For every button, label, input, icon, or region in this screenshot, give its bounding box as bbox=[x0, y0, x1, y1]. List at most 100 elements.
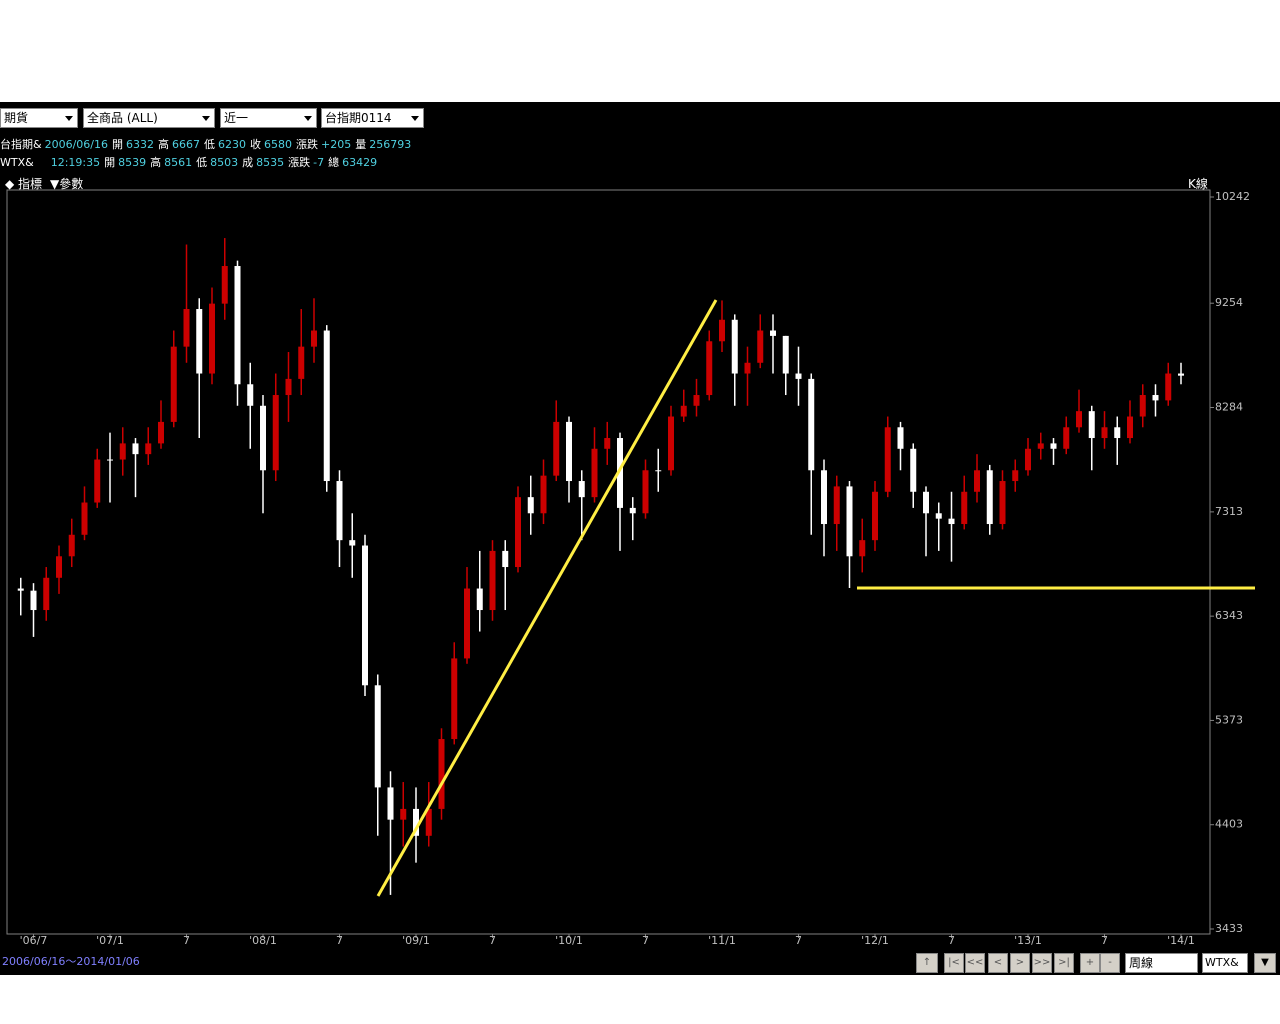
candle-body bbox=[1127, 416, 1133, 439]
dropdown-button[interactable]: ▼ bbox=[1254, 953, 1276, 973]
candle-body bbox=[502, 550, 509, 568]
candle-body bbox=[872, 491, 878, 541]
params-button[interactable]: ▼參數 bbox=[50, 177, 84, 191]
x-tick-label: '09/1 bbox=[402, 934, 430, 947]
candle-body bbox=[158, 421, 164, 444]
y-tick-label: 5373 bbox=[1215, 713, 1243, 726]
candle-body bbox=[94, 459, 101, 503]
nav-button[interactable]: > bbox=[1010, 953, 1030, 973]
quote-value: 6332 bbox=[125, 138, 154, 151]
candle-body bbox=[387, 787, 394, 820]
candle-body bbox=[170, 346, 177, 422]
candle-body bbox=[68, 534, 75, 557]
candle-body bbox=[476, 588, 483, 611]
candle-body bbox=[668, 416, 674, 471]
quote-label: 開 bbox=[104, 156, 116, 169]
indicator-label: 指標 bbox=[18, 177, 43, 191]
candle-body bbox=[986, 470, 993, 525]
candle-body bbox=[655, 470, 662, 472]
candle-body bbox=[770, 330, 776, 336]
y-tick-label: 9254 bbox=[1215, 296, 1243, 309]
nav-button[interactable]: < bbox=[988, 953, 1008, 973]
candle-body bbox=[604, 438, 611, 449]
quote-value: 6580 bbox=[263, 138, 292, 151]
candle-body bbox=[1101, 427, 1108, 439]
y-tick-label: 7313 bbox=[1215, 505, 1243, 518]
candle-body bbox=[311, 330, 317, 347]
candle-body bbox=[30, 590, 37, 611]
candle-body bbox=[132, 443, 139, 455]
candle-body bbox=[145, 443, 152, 455]
product-select[interactable]: 全商品 (ALL) bbox=[83, 108, 215, 128]
candle-body bbox=[629, 507, 636, 514]
candle-body bbox=[336, 481, 343, 541]
candle-body bbox=[859, 540, 866, 557]
nav-button[interactable]: - bbox=[1100, 953, 1120, 973]
candle-body bbox=[209, 303, 215, 374]
candle-body bbox=[81, 502, 88, 535]
candle-body bbox=[935, 513, 942, 519]
y-tick-label: 4403 bbox=[1215, 818, 1243, 831]
x-tick-label: '13/1 bbox=[1014, 934, 1042, 947]
candle-body bbox=[642, 470, 649, 514]
candle-body bbox=[795, 373, 802, 379]
quote-label: 低 bbox=[203, 138, 215, 151]
candle-body bbox=[731, 319, 738, 374]
x-tick-label: 7 bbox=[795, 934, 802, 947]
nav-button[interactable]: >| bbox=[1054, 953, 1074, 973]
x-tick-label: '06/7 bbox=[20, 934, 48, 947]
candle-body bbox=[591, 448, 598, 498]
plot-frame bbox=[6, 189, 1211, 935]
candle-body bbox=[1076, 411, 1082, 428]
x-tick-label: 7 bbox=[948, 934, 955, 947]
candle-body bbox=[974, 470, 980, 492]
quote-value: -7 bbox=[313, 156, 325, 169]
nav-button[interactable]: + bbox=[1080, 953, 1100, 973]
quote-label: 總 bbox=[328, 156, 340, 169]
market-select[interactable]: 期貨 bbox=[0, 108, 78, 128]
y-tick-label: 10242 bbox=[1215, 190, 1250, 203]
candle-body bbox=[56, 556, 62, 578]
symbol-input[interactable]: WTX& bbox=[1202, 953, 1248, 973]
candle-body bbox=[349, 540, 356, 546]
candle-body bbox=[119, 443, 126, 460]
period-select[interactable]: 周線 bbox=[1125, 953, 1198, 973]
quote-row: 台指期& 2006/06/16 開 6332 高 6667 低 6230 收 6580 漲跌 +205… bbox=[0, 136, 415, 152]
candle-body bbox=[910, 448, 917, 492]
candle-body bbox=[948, 518, 955, 525]
candle-body bbox=[757, 330, 764, 363]
candle-body bbox=[808, 378, 815, 471]
candle-body bbox=[1114, 427, 1121, 439]
nav-button[interactable]: >> bbox=[1032, 953, 1052, 973]
candle-body bbox=[540, 475, 547, 514]
quote-label: 開 bbox=[111, 138, 123, 151]
quote-value: 8503 bbox=[210, 156, 239, 169]
x-tick-label: '08/1 bbox=[249, 934, 277, 947]
candle-body bbox=[719, 319, 725, 342]
symbol-select[interactable]: 台指期0114 bbox=[321, 108, 424, 128]
quote-value: 6230 bbox=[217, 138, 246, 151]
quote-row: WTX& 12:19:35 開 8539 高 8561 低 8503 成 8535 漲跌 -7 總 634… bbox=[0, 154, 381, 170]
indicator-button[interactable]: ◆ 指標 bbox=[5, 177, 43, 191]
candle-body bbox=[298, 346, 305, 379]
candle-body bbox=[782, 335, 789, 374]
candle-body bbox=[1063, 427, 1070, 449]
nav-button[interactable]: << bbox=[965, 953, 985, 973]
quote-value: 8539 bbox=[118, 156, 147, 169]
candle-body bbox=[821, 470, 827, 525]
candle-body bbox=[1012, 470, 1019, 482]
candle-body bbox=[961, 491, 968, 525]
x-tick-label: '14/1 bbox=[1167, 934, 1195, 947]
x-tick-label: '12/1 bbox=[861, 934, 889, 947]
nav-button[interactable]: |< bbox=[944, 953, 964, 973]
candle-body bbox=[566, 421, 572, 482]
contract-select[interactable]: 近一 bbox=[220, 108, 317, 128]
nav-button[interactable]: ↑ bbox=[916, 953, 938, 973]
candle-body bbox=[17, 588, 24, 591]
chart-kind-label: K線 bbox=[1188, 177, 1208, 191]
quote-time: 12:19:35 bbox=[50, 156, 101, 169]
candle-body bbox=[425, 808, 432, 836]
candle-body bbox=[553, 421, 560, 476]
y-tick-label: 3433 bbox=[1215, 922, 1243, 935]
